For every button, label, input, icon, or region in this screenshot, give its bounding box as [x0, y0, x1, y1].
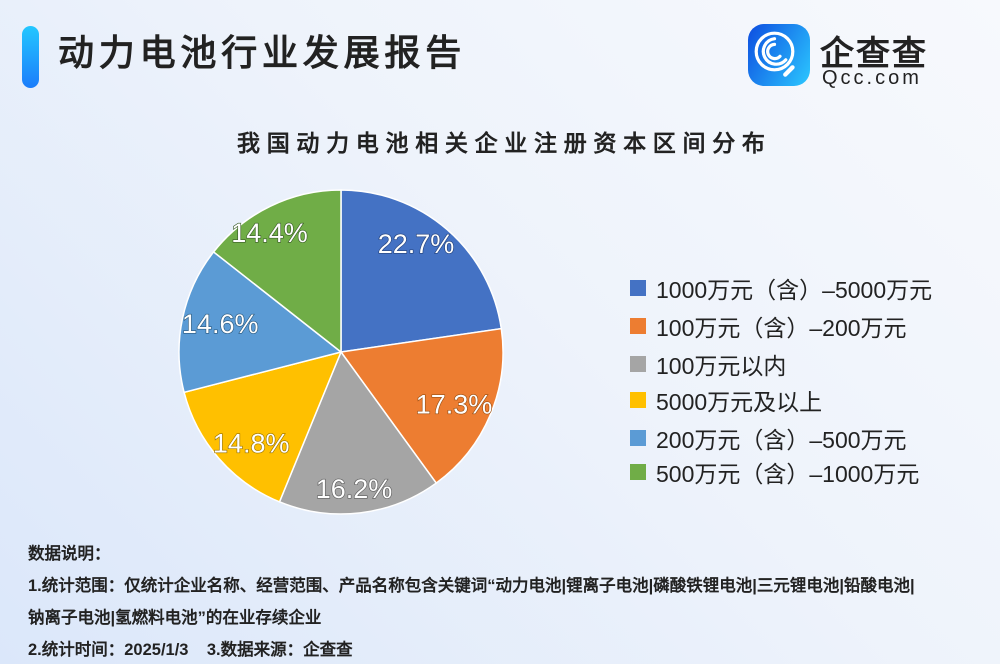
svg-text:14.6%: 14.6%: [182, 309, 259, 339]
svg-text:14.4%: 14.4%: [231, 218, 308, 248]
svg-text:17.3%: 17.3%: [416, 390, 493, 420]
svg-text:16.2%: 16.2%: [316, 474, 393, 504]
svg-text:22.7%: 22.7%: [378, 229, 455, 259]
svg-text:14.8%: 14.8%: [213, 428, 290, 458]
